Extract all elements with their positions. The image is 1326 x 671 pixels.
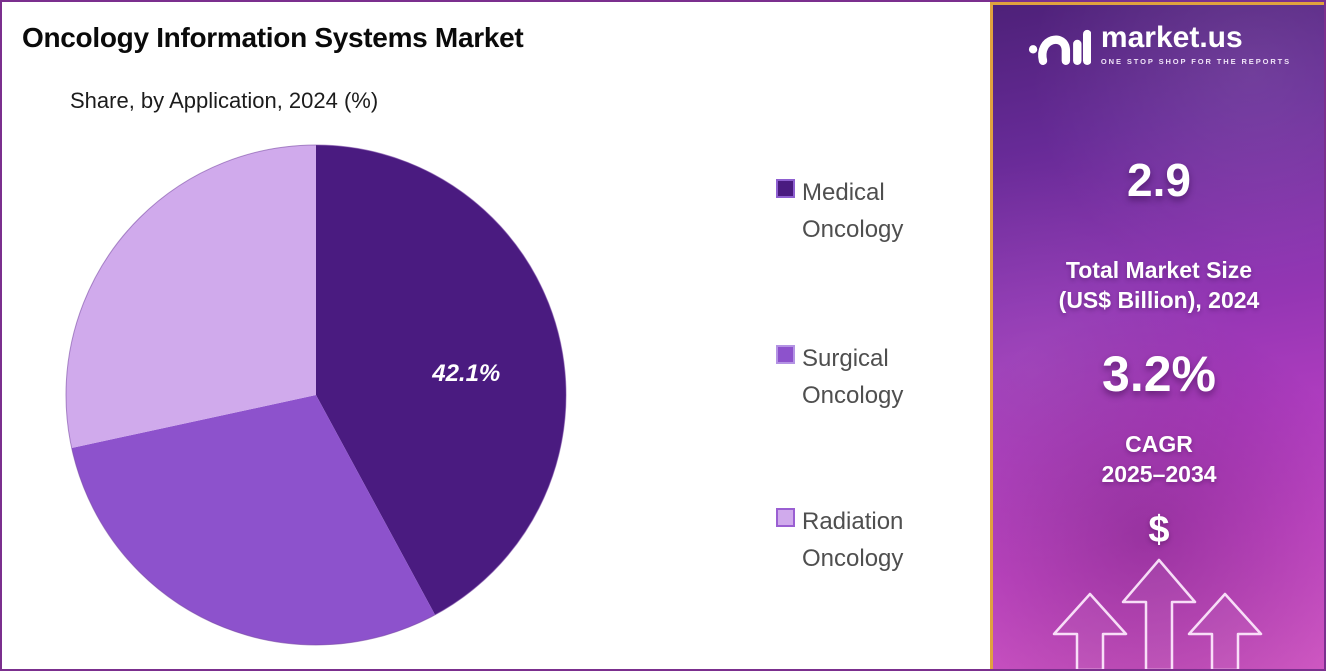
market-us-logo-icon <box>1028 29 1091 65</box>
chart-subtitle: Share, by Application, 2024 (%) <box>70 88 379 113</box>
legend-item-radiation-oncology: Radiation Oncology <box>776 503 928 577</box>
legend-label: Surgical Oncology <box>802 345 904 410</box>
legend-item-medical-oncology: Medical Oncology <box>776 174 928 248</box>
brand-sidebar: market.us ONE STOP SHOP FOR THE REPORTS … <box>990 2 1324 669</box>
cagr-value: 3.2% <box>1102 346 1216 402</box>
pie-slice-radiation-oncology <box>66 145 316 449</box>
pie-slice-surgical-oncology <box>71 395 436 646</box>
legend-swatch-radiation-oncology-icon <box>776 508 795 527</box>
chart-panel: Oncology Information Systems Market Shar… <box>2 2 990 669</box>
pie-outline <box>65 144 567 646</box>
legend-label: Radiation Oncology <box>802 508 904 573</box>
total-market-size-label-line1: Total Market Size <box>1065 257 1253 283</box>
legend-swatch-medical-oncology-icon <box>776 179 795 198</box>
total-market-size-value: 2.9 <box>1127 154 1191 206</box>
cagr-period: 2025–2034 <box>1101 461 1217 487</box>
total-market-size-label: Total Market Size (US$ Billion), 2024 <box>993 255 1324 316</box>
dollar-icon: $ <box>1148 509 1170 551</box>
page-title: Oncology Information Systems Market <box>22 22 524 53</box>
brand-tagline: ONE STOP SHOP FOR THE REPORTS <box>1100 56 1292 66</box>
cagr-label: CAGR <box>1125 431 1193 457</box>
legend-item-surgical-oncology: Surgical Oncology <box>776 340 928 414</box>
pie-slice-medical-oncology <box>316 145 567 615</box>
brand-header: market.us ONE STOP SHOP FOR THE REPORTS <box>993 19 1324 69</box>
legend-label: Medical Oncology <box>802 179 904 244</box>
total-market-size-label-line2: (US$ Billion), 2024 <box>1058 287 1260 314</box>
pie-data-label: 42.1% <box>431 360 500 387</box>
pie-chart: 42.1% <box>65 144 567 646</box>
legend-swatch-surgical-oncology-icon <box>776 345 795 364</box>
growth-arrows-icon <box>1052 558 1263 669</box>
brand-name: market.us <box>1100 20 1243 54</box>
